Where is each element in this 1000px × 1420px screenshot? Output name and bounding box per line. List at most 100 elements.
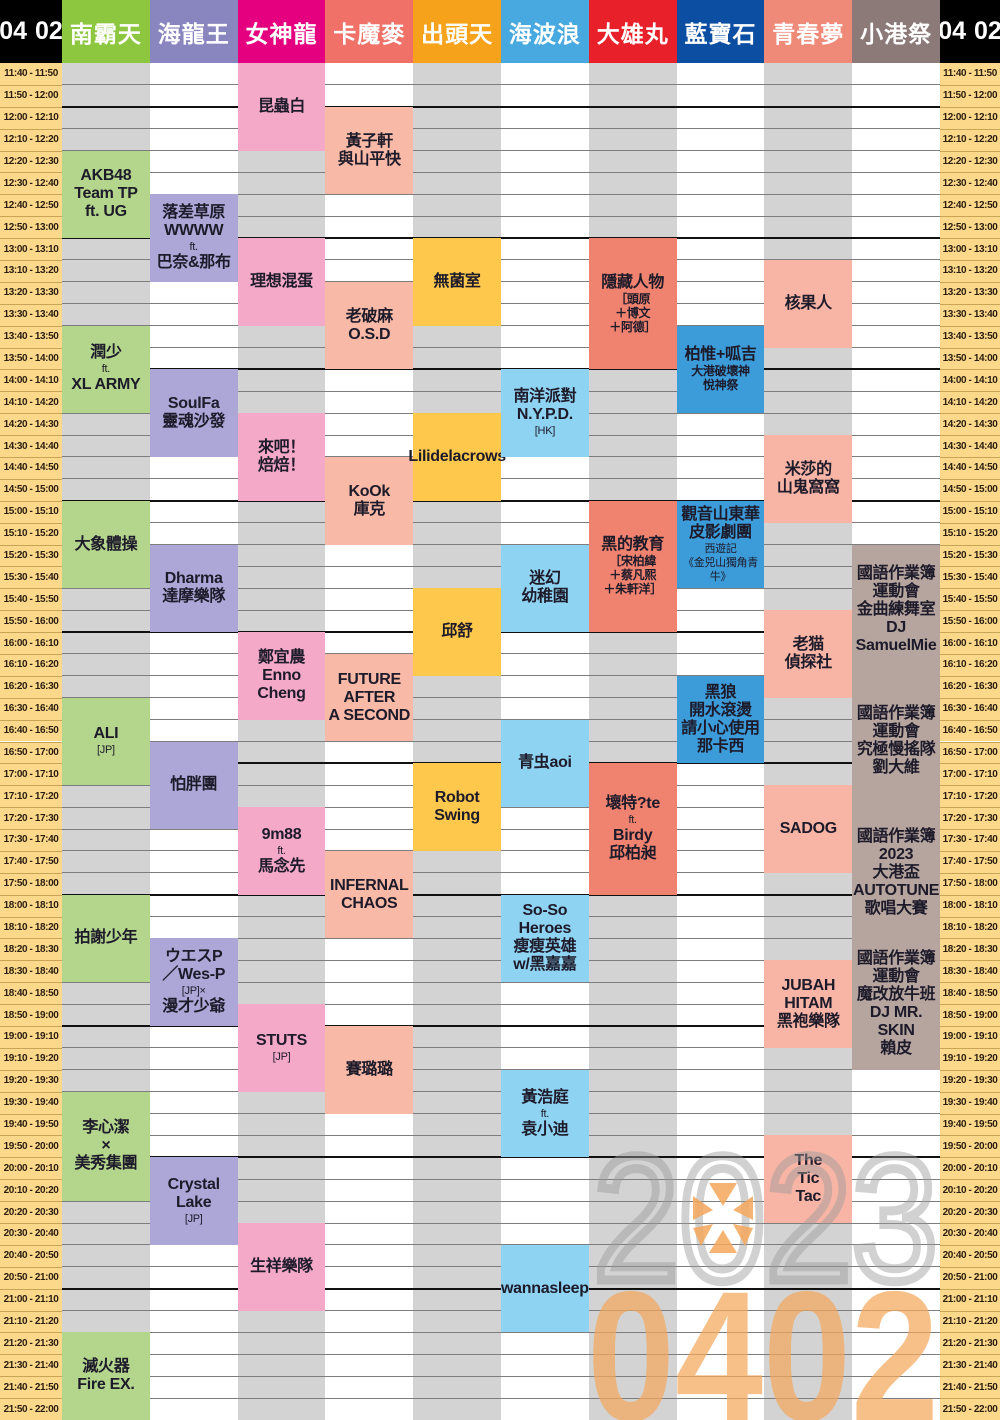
performer-name: SADOG [779,820,837,838]
performance-block[interactable]: 國語作業簿 運動會 魔改放牛班 DJ MR. SKIN 賴皮 [852,938,940,1070]
performance-block[interactable]: 潤少 ft. XL ARMY [62,325,150,414]
performance-block[interactable]: 壞特?te ft. Birdy 邱柏昶 [588,763,677,895]
performance-block[interactable]: 大象體操 [62,500,150,589]
performance-block[interactable]: 無菌室 [413,238,501,326]
performance-block[interactable]: 黃子軒 與山平快 [325,106,414,195]
stage-header-6[interactable]: 海波浪 [501,0,589,63]
time-divider [0,150,62,152]
time-divider [0,719,62,721]
performance-block[interactable]: 生祥樂隊 [237,1223,326,1311]
performance-block[interactable]: The Tic Tac [764,1135,853,1223]
performance-block[interactable]: 黑狼 開水滾燙 請小心使用 那卡西 [676,675,765,764]
time-divider [0,675,62,677]
performance-block[interactable]: 來吧！ 焙焙！ [237,413,326,501]
performance-block[interactable]: 滅火器 Fire EX. [62,1332,150,1420]
performance-block[interactable]: 黃浩庭 ft. 袁小迪 [501,1069,589,1158]
time-divider [940,1288,1000,1290]
performer-name: STUTS [256,1031,307,1049]
performance-block[interactable]: SADOG [764,785,853,873]
row-divider [62,522,940,524]
performance-block[interactable]: INFERNAL CHAOS [325,850,414,939]
stage-header-2[interactable]: 海龍王 [149,0,238,63]
time-slot-left: 17:50 - 18:00 [0,872,62,895]
time-slot-left: 12:10 - 12:20 [0,128,62,151]
performance-block[interactable]: KoOk 庫克 [325,456,414,545]
performance-block[interactable]: 柏惟+呱吉 大港破壞神 悅神祭 [676,325,765,414]
time-slot-right: 16:30 - 16:40 [940,697,1000,720]
performer-detail: 皮影劇團 [689,523,752,541]
performer-detail: AUTOTUNE [852,881,940,899]
performer-name: 老破麻 [345,307,393,325]
stage-header-5[interactable]: 出頭天 [413,0,501,63]
performance-block[interactable]: 迷幻 幼稚園 [501,544,589,633]
performance-block[interactable]: SoulFa 靈魂沙發 [149,369,238,457]
stage-header-4[interactable]: 卡魔麥 [325,0,414,63]
stage-header-3[interactable]: 女神龍 [237,0,326,63]
time-slot-right: 20:40 - 20:50 [940,1244,1000,1267]
performance-block[interactable]: Crystal Lake [JP] [149,1157,238,1245]
time-slot-left: 12:30 - 12:40 [0,172,62,195]
time-slot-left: 15:50 - 16:00 [0,610,62,633]
performance-block[interactable]: 國語作業簿 運動會 金曲練舞室 DJ SamuelMie [852,544,940,676]
performance-block[interactable]: STUTS [JP] [237,1004,326,1092]
performer-detail: 漫才少爺 [162,998,226,1016]
performer-detail: 開水滾燙 [689,701,752,719]
performance-block[interactable]: 核果人 [764,259,853,348]
performance-block[interactable]: Lilidelacrows [408,413,506,501]
time-divider [940,478,1000,480]
performance-block[interactable]: 國語作業簿 2023 大港盃 AUTOTUNE 歌唱大賽 [852,807,940,939]
performance-block[interactable]: ALI [JP] [62,697,150,786]
stage-header-10[interactable]: 小港祭 [852,0,940,63]
performance-block[interactable]: 老猫 偵探社 [764,610,853,698]
performance-block[interactable]: 老破麻 O.S.D [325,281,414,370]
performer-detail: Birdy [612,827,653,845]
performer-name: 國語作業簿 [856,950,936,968]
performance-block[interactable]: FUTURE AFTER A SECOND [325,653,414,742]
time-divider [940,216,1000,218]
performance-block[interactable]: Robot Swing [413,763,501,851]
performance-block[interactable]: 昆蟲白 [237,63,326,151]
time-divider [0,1004,62,1006]
performer-detail: [JP]× [181,985,206,998]
performance-block[interactable]: 賽璐璐 [325,1026,414,1114]
performance-block[interactable]: wannasleep [501,1244,589,1333]
time-divider [940,303,1000,305]
performance-block[interactable]: 米莎的 山鬼窩窩 [764,435,853,523]
performance-block[interactable]: 李心潔 × 美秀集團 [62,1091,150,1202]
time-divider [0,544,62,546]
time-slot-left: 19:10 - 19:20 [0,1047,62,1070]
performance-block[interactable]: So-So Heroes 瘦瘦英雄 w/黑嘉嘉 [501,894,589,983]
hour-divider [62,1156,940,1159]
performance-block[interactable]: 9m88 ft. 馬念先 [237,807,326,895]
performer-detail: 金曲練舞室 [856,601,936,619]
performance-block[interactable]: 觀音山東華 皮影劇團 西遊記 《金兕山獨角青牛》 [676,500,765,589]
performer-detail: 運動會 [872,968,920,986]
stage-header-8[interactable]: 藍寶石 [676,0,765,63]
stage-header-9[interactable]: 青春夢 [764,0,853,63]
time-divider [0,566,62,568]
performer-detail: 馬念先 [257,857,306,875]
time-slot-right: 15:30 - 15:40 [940,566,1000,589]
performance-block[interactable]: JUBAH HITAM 黑袍樂隊 [764,960,853,1048]
performance-block[interactable]: 落差草原 WWWW ft. 巴奈&那布 [149,194,238,282]
performance-block[interactable]: 邱舒 [413,588,501,676]
performance-block[interactable]: AKB48 Team TP ft. UG [62,150,150,239]
performance-block[interactable]: 南洋派對 N.Y.P.D. [HK] [501,369,589,457]
performance-block[interactable]: 青虫aoi [501,719,589,808]
performance-block[interactable]: 拍謝少年 [62,894,150,983]
performance-block[interactable]: 黑的教育 ［宋柏緯 ＋蔡凡熙 ＋朱軒洋］ [588,500,677,633]
performance-block[interactable]: 理想混蛋 [237,238,326,326]
performance-block[interactable]: 隱藏人物 ［頭原 ＋博文 ＋阿德］ [588,238,677,370]
performer-detail: 巴奈&那布 [156,254,231,272]
stage-header-1[interactable]: 南霸天 [62,0,150,63]
performance-block[interactable]: ウエスP ／Wes-P [JP]× 漫才少爺 [149,938,238,1027]
time-divider [0,1157,62,1159]
time-divider [940,1157,1000,1159]
performance-block[interactable]: Dharma 達摩樂隊 [149,544,238,633]
time-divider [940,960,1000,962]
performance-block[interactable]: 鄭宜農 Enno Cheng [237,632,326,720]
stage-header-7[interactable]: 大雄丸 [588,0,677,63]
performer-detail: ft. [277,844,286,857]
performance-block[interactable]: 怕胖團 [149,741,238,830]
performance-block[interactable]: 國語作業簿 運動會 究極慢搖隊 劉大維 [852,675,940,808]
